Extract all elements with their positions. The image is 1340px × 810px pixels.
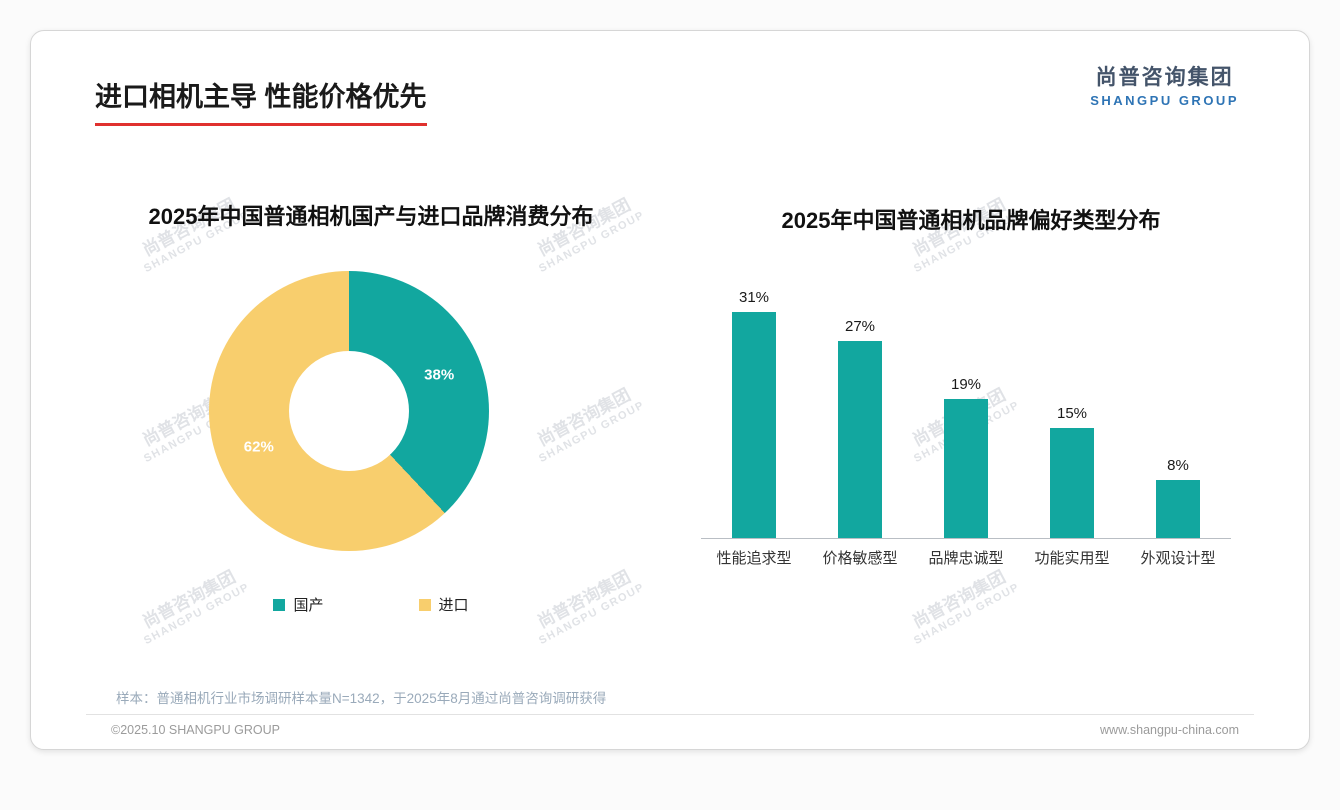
bar-column: 27%: [807, 318, 913, 538]
bar-value-label: 15%: [1056, 405, 1088, 422]
bar: [1156, 480, 1200, 538]
company-logo: 尚普咨询集团 SHANGPU GROUP: [1090, 61, 1239, 108]
bar: [838, 341, 882, 538]
bar: [944, 399, 988, 538]
bar-value-label: 31%: [738, 289, 770, 306]
logo-text-en: SHANGPU GROUP: [1090, 93, 1239, 108]
footer-copyright: ©2025.10 SHANGPU GROUP: [111, 723, 280, 737]
bar-chart-title: 2025年中国普通相机品牌偏好类型分布: [781, 208, 1161, 233]
bar: [1050, 428, 1094, 538]
watermark-text-en: SHANGPU GROUP: [536, 399, 647, 466]
legend-swatch: [418, 598, 431, 611]
slide-card: 尚普咨询集团 SHANGPU GROUP 尚普咨询集团 SHANGPU GROUP 尚普…: [30, 30, 1310, 750]
slide-title: 进口相机主导 性能价格优先: [95, 75, 427, 126]
bar-category-label: 性能追求型: [716, 550, 792, 567]
donut-slice-label: 62%: [243, 438, 274, 456]
donut-slice-label: 38%: [424, 366, 455, 384]
bar-column: 15%: [1019, 405, 1125, 538]
legend-label-domestic: 国产: [293, 597, 324, 614]
donut-hole: [289, 351, 409, 471]
chart-legend: 国产 进口: [71, 594, 671, 615]
bar-category-label: 外观设计型: [1140, 550, 1216, 567]
footer-website: www.shangpu-china.com: [1100, 723, 1239, 737]
bar-category-label: 价格敏感型: [822, 550, 898, 567]
bar-column: 19%: [913, 376, 1019, 538]
legend-swatch: [273, 598, 286, 611]
donut-chart: 38% 62%: [209, 271, 489, 551]
bar-value-label: 27%: [844, 318, 876, 335]
bar-value-label: 19%: [950, 376, 982, 393]
bar-value-label: 8%: [1167, 457, 1189, 474]
legend-item-domestic: 国产: [273, 594, 324, 615]
bar-category-label: 品牌忠诚型: [928, 550, 1004, 567]
bar-category-label: 功能实用型: [1034, 550, 1110, 567]
watermark-text-cn: 尚普咨询集团: [909, 567, 1009, 632]
logo-text-cn: 尚普咨询集团: [1095, 66, 1234, 89]
legend-label-import: 进口: [438, 597, 469, 614]
sample-note: 样本：普通相机行业市场调研样本量N=1342，于2025年8月通过尚普咨询调研获…: [116, 691, 607, 706]
legend-item-import: 进口: [418, 594, 469, 615]
slide-footer: ©2025.10 SHANGPU GROUP www.shangpu-china…: [111, 723, 1239, 737]
footer-divider: [86, 714, 1254, 715]
bar-column: 8%: [1125, 457, 1231, 538]
bar-chart: 31% 27% 19% 15% 8%: [701, 271, 1231, 539]
watermark-text-cn: 尚普咨询集团: [534, 385, 634, 450]
bar-column: 31%: [701, 289, 807, 538]
watermark-text-en: SHANGPU GROUP: [911, 581, 1022, 648]
bar-chart-categories: 性能追求型 价格敏感型 品牌忠诚型 功能实用型 外观设计型: [701, 547, 1231, 568]
donut-chart-title: 2025年中国普通相机国产与进口品牌消费分布: [148, 204, 594, 229]
bar: [732, 312, 776, 538]
